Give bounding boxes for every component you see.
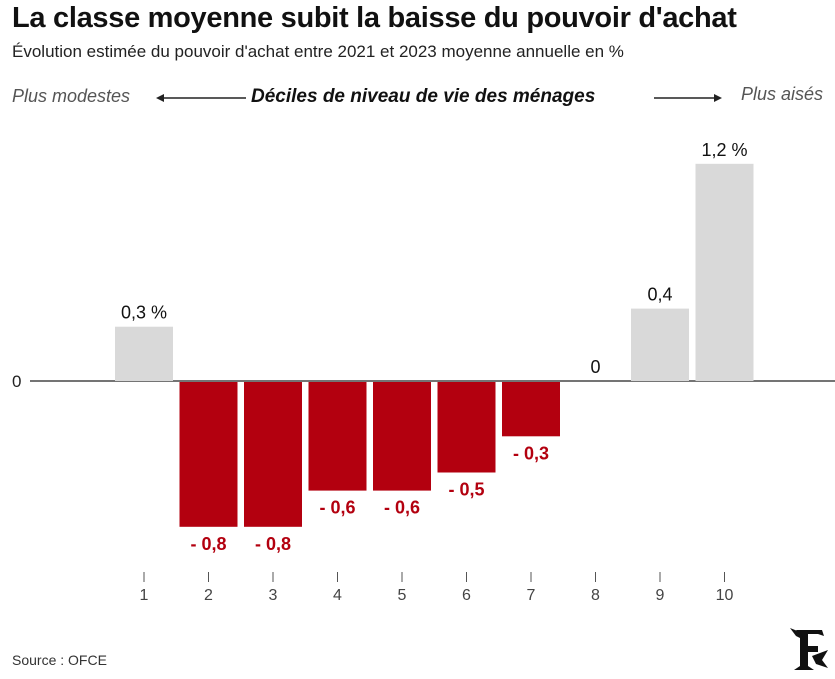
bar-value-label: - 0,6 (319, 498, 355, 518)
arrow-left-icon (156, 94, 246, 102)
x-tick-label: 6 (462, 587, 471, 604)
x-tick-label: 4 (333, 587, 342, 604)
bar (373, 382, 431, 491)
x-axis-title: Déciles de niveau de vie des ménages (251, 86, 596, 107)
x-tick-label: 8 (591, 587, 600, 604)
bar-value-label: - 0,3 (513, 443, 549, 463)
le-figaro-logo-icon (790, 628, 828, 670)
chart-title: La classe moyenne subit la baisse du pou… (12, 2, 737, 34)
bar (437, 382, 496, 473)
bar (115, 326, 173, 381)
bar-value-label: 0 (590, 357, 600, 377)
x-tick-label: 2 (204, 587, 213, 604)
bar-value-label: - 0,8 (255, 534, 291, 554)
bar-value-label: 0,4 (647, 285, 672, 305)
bar (308, 382, 367, 491)
bar (179, 382, 238, 527)
bar-value-label: - 0,5 (448, 480, 484, 500)
bar-value-label: 1,2 % (701, 140, 747, 160)
bar (244, 382, 302, 527)
chart-subtitle: Évolution estimée du pouvoir d'achat ent… (12, 42, 624, 61)
x-tick-label: 9 (656, 587, 665, 604)
bar-value-label: 0,3 % (121, 303, 167, 323)
bar-value-label: - 0,6 (384, 498, 420, 518)
direction-left-label: Plus modestes (12, 86, 131, 106)
direction-right-label: Plus aisés (740, 84, 823, 104)
bar-value-label: - 0,8 (190, 534, 226, 554)
x-tick-label: 5 (398, 587, 407, 604)
y-tick-label: 0 (12, 372, 21, 391)
bar (502, 382, 560, 437)
source-note: Source : OFCE (12, 652, 107, 668)
bar (631, 308, 689, 381)
x-tick-label: 3 (269, 587, 278, 604)
bar (695, 163, 754, 381)
x-tick-label: 10 (716, 587, 734, 604)
arrow-right-icon (654, 94, 722, 102)
x-tick-label: 7 (527, 587, 536, 604)
x-tick-label: 1 (140, 587, 149, 604)
